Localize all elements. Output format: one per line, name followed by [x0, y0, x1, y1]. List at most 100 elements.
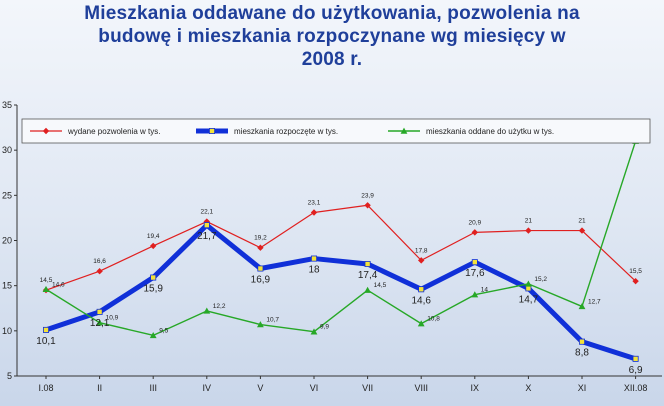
series-0-point-8 [471, 229, 478, 236]
chart-title-line-2: budowę i mieszkania rozpoczynane wg mies… [98, 26, 566, 47]
series-1-point-6 [364, 260, 371, 267]
data-label-s0-5: 23,1 [308, 199, 321, 206]
series-0-point-10 [578, 227, 586, 234]
series-1-point-8 [471, 259, 478, 266]
legend-label-2: mieszkania oddane do użytku w tys. [426, 127, 554, 136]
data-label-s0-11: 15,5 [629, 268, 642, 275]
data-label-s1-9: 14,7 [519, 294, 539, 305]
data-label-s0-9: 21 [525, 218, 533, 225]
series-0-point-7 [418, 257, 425, 264]
series-2-point-5 [310, 328, 318, 335]
x-tick-label: VII [362, 383, 373, 393]
data-label-s1-7: 14,6 [411, 295, 431, 306]
series-2-point-6 [364, 286, 371, 293]
data-label-s0-4: 19,2 [254, 235, 267, 242]
legend: wydane pozwolenia w tys. mieszkania rozpo… [21, 118, 651, 144]
series-1-point-0 [43, 326, 50, 333]
data-label-s2-6: 14,5 [374, 282, 387, 289]
legend-box [21, 118, 651, 144]
x-tick-label: V [257, 383, 263, 393]
series-0-point-9 [525, 227, 532, 234]
data-label-s1-6: 17,4 [358, 270, 378, 281]
data-label-s0-2: 19,4 [147, 233, 160, 240]
x-tick-label: II [97, 383, 102, 393]
series-0-point-11 [632, 277, 639, 285]
y-tick-label: 10 [2, 326, 12, 336]
data-label-s0-10: 21 [578, 218, 586, 225]
series-markers [42, 137, 639, 362]
data-label-s2-2: 9,5 [159, 327, 168, 334]
series-1-point-1 [96, 308, 103, 315]
x-tick-label: XII.08 [624, 383, 648, 393]
data-label-s0-1: 16,6 [93, 258, 106, 265]
series-2-point-8 [471, 291, 479, 298]
y-tick-label: 35 [2, 100, 12, 110]
y-tick-label: 30 [2, 145, 12, 155]
x-tick-label: I.08 [38, 383, 53, 393]
data-label-s1-1: 12,1 [90, 318, 110, 329]
data-label-s1-4: 16,9 [251, 275, 271, 286]
data-label-s2-9: 15,2 [534, 276, 547, 283]
series-1-point-2 [150, 274, 157, 281]
series-0-point-2 [150, 242, 157, 250]
series-lines [45, 140, 637, 362]
data-label-s1-10: 8,8 [575, 348, 589, 359]
y-tick-label: 20 [2, 236, 12, 246]
chart-title-line-3: 2008 r. [301, 49, 363, 70]
data-label-s2-4: 10,7 [266, 317, 279, 324]
x-tick-label: IV [203, 383, 212, 393]
x-tick-label: XI [578, 383, 587, 393]
data-label-s0-8: 20,9 [468, 219, 481, 226]
data-label-s0-3: 22,1 [200, 209, 213, 216]
data-label-s1-0: 10,1 [36, 336, 56, 347]
y-tick-label: 15 [2, 281, 12, 291]
x-tick-label: IX [471, 383, 480, 393]
series-1-point-5 [310, 255, 317, 262]
series-2-point-7 [417, 320, 425, 327]
data-labels: 14,5 16,6 19,4 22,1 19,2 23,1 23,9 17,8 20,9 21 21… [36, 133, 649, 376]
series-line-1 [45, 222, 637, 362]
x-tick-label: VIII [414, 383, 428, 393]
data-label-s1-5: 18 [308, 265, 320, 276]
data-label-s0-6: 23,9 [361, 192, 374, 199]
data-label-s1-8: 17,6 [465, 268, 485, 279]
series-line-2 [45, 140, 637, 337]
series-2-point-9 [525, 280, 532, 287]
data-label-s2-1: 10,9 [106, 315, 119, 322]
y-tick-label: 5 [7, 371, 12, 381]
data-label-s1-2: 15,9 [143, 284, 163, 295]
x-tick-label: VI [310, 383, 319, 393]
series-2-point-1 [96, 319, 103, 326]
series-0-point-4 [257, 244, 264, 251]
series-line-0 [45, 204, 637, 291]
data-label-s2-10: 12,7 [588, 298, 601, 305]
legend-label-1: mieszkania rozpoczęte w tys. [234, 127, 338, 136]
series-2-point-10 [578, 303, 586, 310]
series-legend-1-point-0 [208, 127, 215, 134]
data-label-s1-11: 6,9 [629, 365, 643, 376]
chart-title: Mieszkania oddawane do użytkowania, pozw… [0, 2, 664, 71]
legend-label-0: wydane pozwolenia w tys. [67, 127, 161, 136]
data-label-s2-0: 14,6 [52, 281, 65, 288]
x-tick-label: III [149, 383, 157, 393]
data-label-s2-7: 10,8 [427, 316, 440, 323]
series-legend-0-point-0 [42, 127, 50, 135]
data-label-s0-7: 17,8 [415, 247, 428, 254]
chart-title-line-1: Mieszkania oddawane do użytkowania, pozw… [84, 3, 580, 24]
series-1-point-10 [579, 338, 586, 345]
series-2-point-3 [203, 307, 211, 314]
data-label-s0-0: 14,5 [40, 277, 53, 284]
series-0-point-5 [310, 209, 318, 216]
data-label-s2-5: 9,9 [320, 324, 329, 331]
series-1-point-4 [257, 265, 264, 272]
series-2-point-2 [149, 331, 157, 339]
series-legend-2-point-0 [400, 127, 408, 134]
data-label-s2-3: 12,2 [213, 303, 226, 310]
data-label-s2-8: 14 [481, 287, 489, 294]
x-tick-label: X [525, 383, 531, 393]
series-1-point-3 [203, 222, 210, 229]
series-2-point-0 [42, 285, 50, 292]
series-1-point-7 [418, 286, 425, 293]
y-tick-label: 25 [2, 190, 12, 200]
